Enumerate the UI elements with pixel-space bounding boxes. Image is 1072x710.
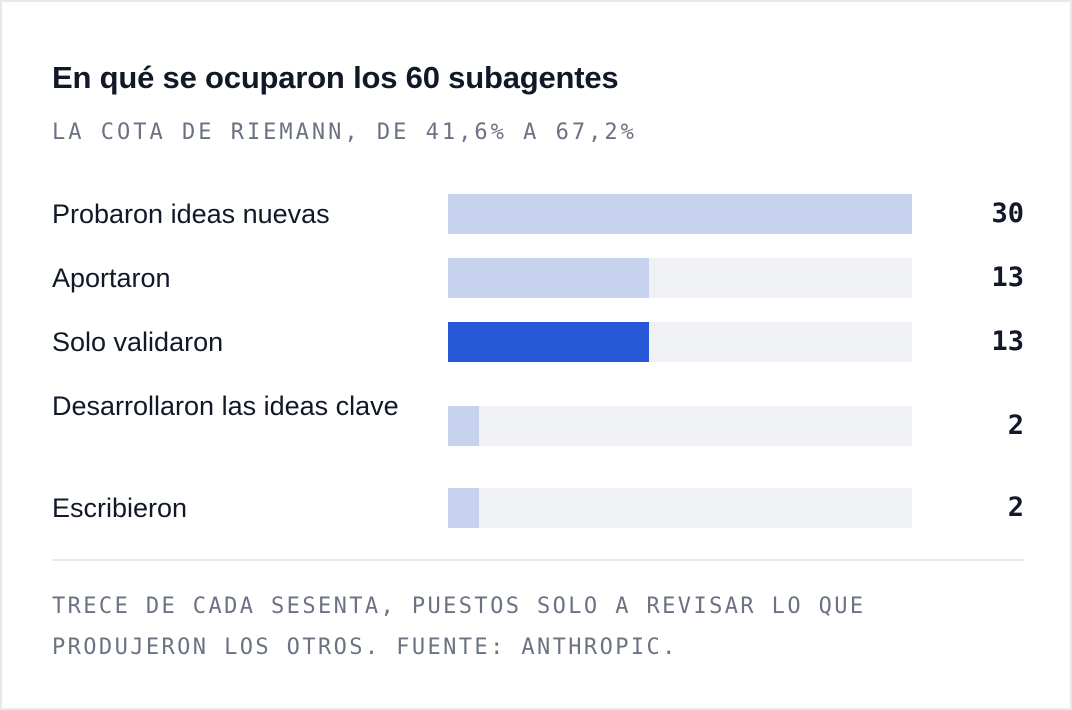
bar [448, 488, 479, 528]
chart-footnote: TRECE DE CADA SESENTA, PUESTOS SOLO A RE… [52, 594, 866, 660]
bar-track [448, 194, 912, 234]
divider [52, 559, 1024, 561]
bar-label: Aportaron [52, 263, 171, 293]
bar-track [448, 488, 912, 528]
chart-title: En qué se ocuparon los 60 subagentes [52, 60, 619, 95]
chart-subtitle: LA COTA DE RIEMANN, DE 41,6% A 67,2% [52, 120, 637, 145]
bar-value-label: 13 [991, 262, 1024, 293]
bar-value-label: 13 [991, 326, 1024, 357]
bar [448, 322, 650, 362]
bar-track [448, 406, 912, 446]
bar-track [448, 322, 912, 362]
bar [448, 258, 650, 298]
bar [448, 194, 912, 234]
bar-value-label: 2 [1007, 492, 1024, 523]
bar-value-label: 2 [1007, 410, 1024, 441]
bar-label: Solo validaron [52, 327, 224, 357]
bar-label: Escribieron [52, 493, 188, 523]
bar [448, 406, 479, 446]
bar-value-label: 30 [991, 198, 1024, 229]
bar-label: Probaron ideas nuevas [52, 199, 330, 229]
bar-track [448, 258, 912, 298]
bar-label: Desarrollaron las ideas clave [52, 391, 399, 421]
